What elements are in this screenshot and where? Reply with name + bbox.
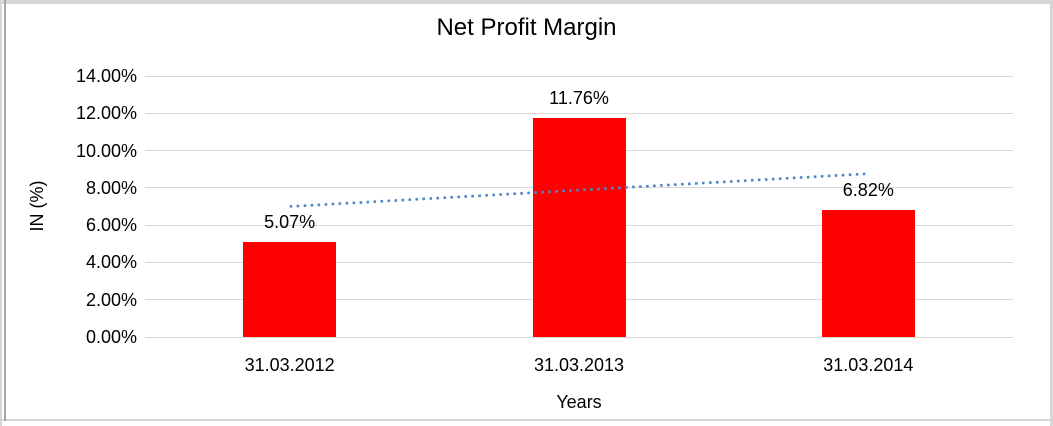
- y-tick-label: 10.00%: [75, 140, 137, 161]
- bar-value-label: 6.82%: [842, 179, 894, 200]
- x-category-label: 31.03.2013: [533, 355, 625, 375]
- bar-value-label: 5.07%: [264, 212, 316, 233]
- frame-border-left: [0, 0, 2, 426]
- bar-31.03.2013: [532, 117, 626, 337]
- chart-title: Net Profit Margin: [436, 14, 617, 41]
- x-axis-title: Years: [556, 392, 602, 412]
- bar-value-label: 11.76%: [549, 87, 609, 108]
- y-tick-label: 12.00%: [75, 103, 137, 124]
- y-tick-label: 14.00%: [75, 66, 137, 86]
- x-category-label: 31.03.2014: [823, 355, 914, 375]
- y-tick-label: 0.00%: [85, 327, 137, 347]
- gridline-0.00%: [145, 336, 1013, 338]
- bar-31.03.2014: [821, 209, 915, 337]
- frame-border-right: [1050, 0, 1053, 426]
- frame-border-bottom: [0, 419, 1053, 421]
- y-tick-label: 4.00%: [85, 252, 137, 273]
- y-tick-label: 6.00%: [85, 215, 137, 236]
- y-tick-label: 2.00%: [85, 289, 137, 310]
- frame-border-top: [0, 0, 1053, 4]
- y-tick-label: 8.00%: [85, 177, 137, 198]
- gridline-14.00%: [145, 75, 1013, 77]
- bar-31.03.2012: [243, 242, 337, 337]
- frame-border-left-inner: [4, 0, 6, 421]
- y-axis-title: IN (%): [27, 180, 47, 232]
- x-category-label: 31.03.2012: [244, 355, 335, 375]
- gridline-12.00%: [145, 112, 1013, 114]
